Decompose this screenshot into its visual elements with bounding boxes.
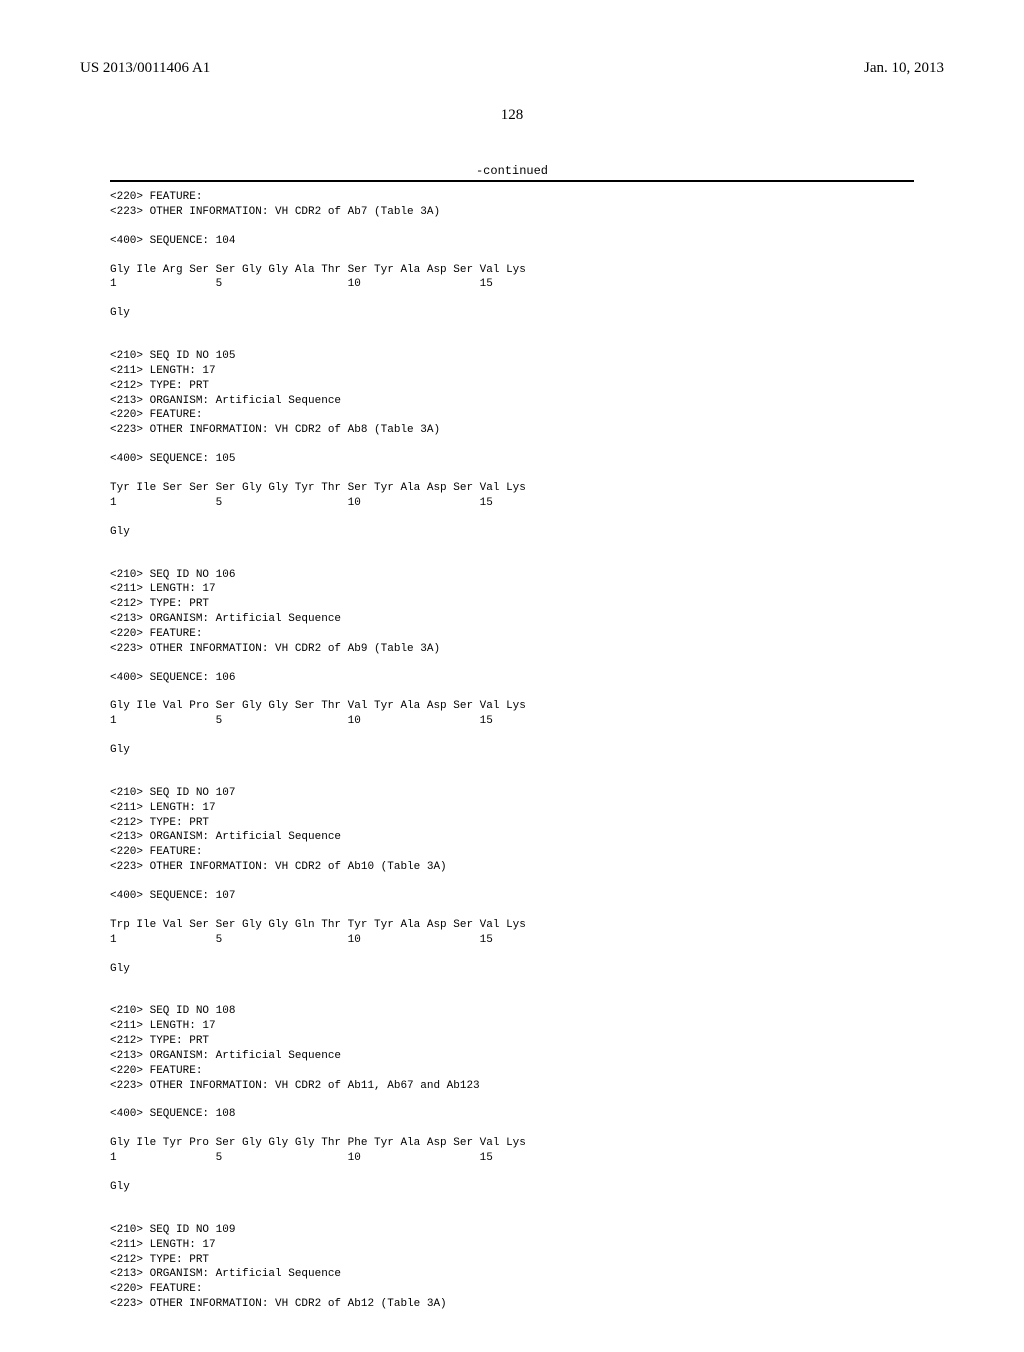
entry-seq-id: <210> SEQ ID NO 105 (110, 349, 914, 364)
entry-feature: <220> FEATURE: (110, 627, 914, 642)
page-container: US 2013/0011406 A1 Jan. 10, 2013 128 -co… (0, 0, 1024, 1352)
entry-seq-id: <210> SEQ ID NO 109 (110, 1223, 914, 1238)
entry-seq-label: <400> SEQUENCE: 108 (110, 1107, 914, 1122)
sequence-line: Gly Ile Tyr Pro Ser Gly Gly Gly Thr Phe … (110, 1136, 914, 1151)
sequence-tail: Gly (110, 525, 914, 540)
entry-feature: <220> FEATURE: (110, 1064, 914, 1079)
entry-organism: <213> ORGANISM: Artificial Sequence (110, 1267, 914, 1282)
entry-type: <212> TYPE: PRT (110, 1253, 914, 1268)
entry-length: <211> LENGTH: 17 (110, 582, 914, 597)
entry-organism: <213> ORGANISM: Artificial Sequence (110, 394, 914, 409)
entry-organism: <213> ORGANISM: Artificial Sequence (110, 1049, 914, 1064)
continued-label: -continued (110, 164, 914, 180)
sequence-line: Trp Ile Val Ser Ser Gly Gly Gln Thr Tyr … (110, 918, 914, 933)
sequence-numbers: 1 5 10 15 (110, 496, 914, 511)
entry-seq-label: <400> SEQUENCE: 104 (110, 234, 914, 249)
entry-other-info: <223> OTHER INFORMATION: VH CDR2 of Ab12… (110, 1297, 914, 1312)
entry-type: <212> TYPE: PRT (110, 597, 914, 612)
sequence-line: Gly Ile Arg Ser Ser Gly Gly Ala Thr Ser … (110, 263, 914, 278)
entry-length: <211> LENGTH: 17 (110, 364, 914, 379)
header-right: Jan. 10, 2013 (864, 60, 944, 77)
header-left: US 2013/0011406 A1 (80, 60, 210, 77)
entry-other-info: <223> OTHER INFORMATION: VH CDR2 of Ab10… (110, 860, 914, 875)
entry-seq-label: <400> SEQUENCE: 107 (110, 889, 914, 904)
entry-feature: <220> FEATURE: (110, 845, 914, 860)
page-number: 128 (80, 107, 944, 124)
entry-other-info: <223> OTHER INFORMATION: VH CDR2 of Ab8 … (110, 423, 914, 438)
entry-feature: <220> FEATURE: (110, 408, 914, 423)
entry-organism: <213> ORGANISM: Artificial Sequence (110, 612, 914, 627)
sequence-tail: Gly (110, 962, 914, 977)
entry-organism: <213> ORGANISM: Artificial Sequence (110, 830, 914, 845)
entry-type: <212> TYPE: PRT (110, 816, 914, 831)
entry-seq-label: <400> SEQUENCE: 105 (110, 452, 914, 467)
entry-seq-id: <210> SEQ ID NO 106 (110, 568, 914, 583)
entry-seq-id: <210> SEQ ID NO 108 (110, 1004, 914, 1019)
sequence-numbers: 1 5 10 15 (110, 1151, 914, 1166)
entry-other-info: <223> OTHER INFORMATION: VH CDR2 of Ab11… (110, 1079, 914, 1094)
entry-seq-label: <400> SEQUENCE: 106 (110, 671, 914, 686)
sequence-numbers: 1 5 10 15 (110, 277, 914, 292)
entries-container: <210> SEQ ID NO 105<211> LENGTH: 17<212>… (80, 349, 944, 1223)
entry-type: <212> TYPE: PRT (110, 1034, 914, 1049)
entry-other-info: <223> OTHER INFORMATION: VH CDR2 of Ab9 … (110, 642, 914, 657)
sequence-numbers: 1 5 10 15 (110, 933, 914, 948)
horizontal-rule (110, 180, 914, 182)
entry-other-info: <223> OTHER INFORMATION: VH CDR2 of Ab7 … (110, 205, 914, 220)
entry-type: <212> TYPE: PRT (110, 379, 914, 394)
sequence-line: Gly Ile Val Pro Ser Gly Gly Ser Thr Val … (110, 699, 914, 714)
sequence-tail: Gly (110, 1180, 914, 1195)
sequence-numbers: 1 5 10 15 (110, 714, 914, 729)
sequence-tail: Gly (110, 743, 914, 758)
entry-seq-id: <210> SEQ ID NO 107 (110, 786, 914, 801)
entry-feature: <220> FEATURE: (110, 190, 914, 205)
page-header: US 2013/0011406 A1 Jan. 10, 2013 (80, 60, 944, 77)
entry-length: <211> LENGTH: 17 (110, 1019, 914, 1034)
sequence-tail: Gly (110, 306, 914, 321)
continued-section: -continued (110, 164, 914, 182)
entry-feature: <220> FEATURE: (110, 1282, 914, 1297)
sequence-line: Tyr Ile Ser Ser Ser Gly Gly Tyr Thr Ser … (110, 481, 914, 496)
entry-length: <211> LENGTH: 17 (110, 1238, 914, 1253)
entry-length: <211> LENGTH: 17 (110, 801, 914, 816)
